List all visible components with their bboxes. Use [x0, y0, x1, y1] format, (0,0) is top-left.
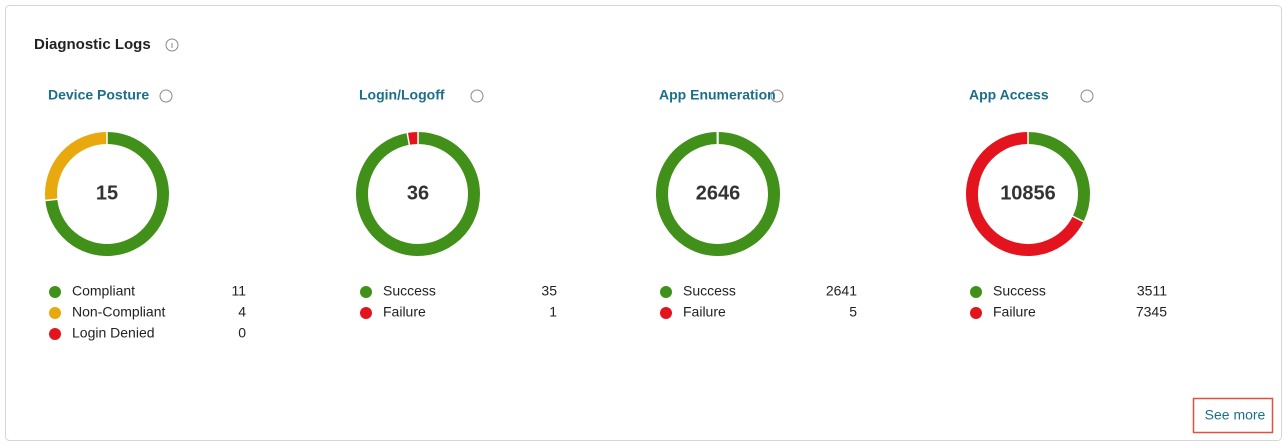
legend-value: 4	[238, 304, 246, 320]
donut-segment	[45, 132, 108, 201]
legend-value: 7345	[1136, 304, 1167, 320]
donut-total: 15	[96, 182, 118, 204]
donut-segment	[356, 132, 480, 256]
info-icon[interactable]	[165, 38, 179, 52]
segment-gap	[406, 131, 411, 146]
info-icon[interactable]	[770, 89, 784, 103]
info-icon[interactable]	[159, 89, 173, 103]
donut-segment	[407, 132, 419, 145]
legend-value: 5	[849, 304, 857, 320]
legend-value: 0	[238, 325, 246, 341]
panel-title[interactable]: App Enumeration	[659, 87, 776, 103]
legend-dot	[970, 307, 982, 319]
legend-dot	[49, 328, 61, 340]
panel-title[interactable]: App Access	[969, 87, 1049, 103]
legend-dot	[970, 286, 982, 298]
legend-label: Compliant	[72, 283, 135, 299]
donut-total: 36	[407, 182, 429, 204]
donut-segment	[656, 132, 780, 256]
legend-dot	[660, 286, 672, 298]
legend-label: Success	[383, 283, 436, 299]
see-more-link[interactable]: See more	[1205, 407, 1266, 423]
card-border	[5, 5, 1282, 441]
panel-title[interactable]: Device Posture	[48, 87, 149, 103]
donut-total: 2646	[696, 182, 741, 204]
card-title: Diagnostic Logs	[34, 36, 151, 53]
donut-segment	[966, 132, 1084, 256]
legend-value: 2641	[826, 283, 857, 299]
info-icon[interactable]	[470, 89, 484, 103]
legend-label: Success	[683, 283, 736, 299]
legend-dot	[360, 286, 372, 298]
legend-dot	[360, 307, 372, 319]
legend-dot	[49, 307, 61, 319]
highlight-box	[1192, 397, 1274, 434]
legend-value: 1	[549, 304, 557, 320]
donut-total: 10856	[1000, 182, 1056, 204]
legend-label: Failure	[993, 304, 1036, 320]
donut-segment	[1027, 132, 1090, 222]
legend-dot	[49, 286, 61, 298]
legend-label: Failure	[383, 304, 426, 320]
info-icon[interactable]	[1080, 89, 1094, 103]
legend-value: 3511	[1137, 283, 1167, 299]
legend-label: Login Denied	[72, 325, 155, 341]
legend-value: 35	[541, 283, 557, 299]
segment-gap	[1071, 215, 1085, 223]
legend-dot	[660, 307, 672, 319]
legend-label: Success	[993, 283, 1046, 299]
segment-gap	[44, 198, 59, 202]
legend-value: 11	[231, 283, 246, 299]
donut-segment	[45, 132, 169, 256]
panel-title[interactable]: Login/Logoff	[359, 87, 445, 103]
legend-label: Failure	[683, 304, 726, 320]
legend-label: Non-Compliant	[72, 304, 165, 320]
